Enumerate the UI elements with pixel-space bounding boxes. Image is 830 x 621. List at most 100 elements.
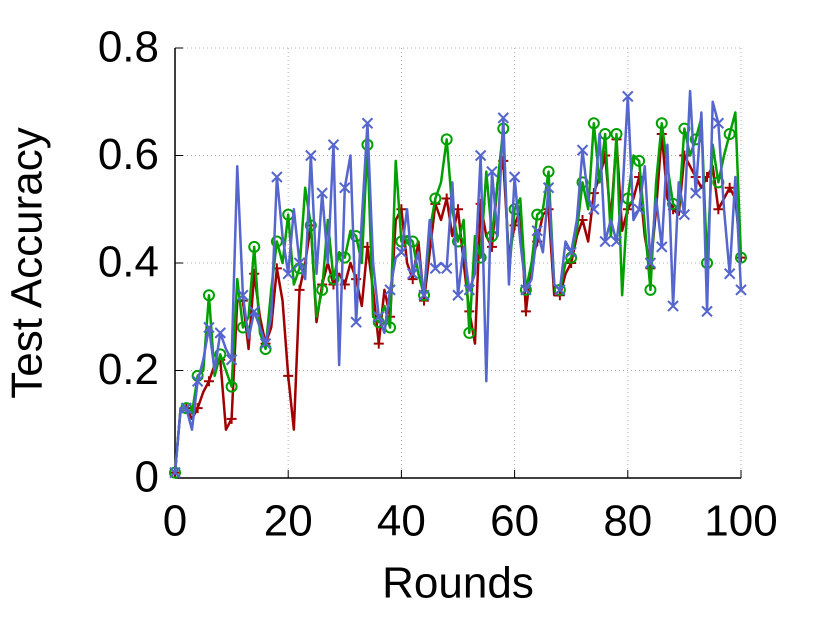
marker [395, 246, 408, 258]
marker [735, 284, 747, 296]
marker [463, 284, 476, 296]
marker [610, 235, 623, 248]
marker [316, 283, 329, 296]
marker [316, 187, 328, 199]
marker [644, 283, 657, 296]
marker [373, 311, 385, 323]
marker [225, 354, 238, 366]
marker [293, 257, 306, 269]
marker [656, 241, 668, 253]
marker [305, 149, 317, 162]
y-tick-label: 0.8 [98, 23, 159, 72]
marker [735, 251, 747, 264]
marker [474, 149, 487, 162]
marker [327, 273, 340, 286]
marker [180, 402, 193, 414]
marker [304, 219, 317, 232]
marker [248, 240, 261, 253]
marker [214, 348, 227, 361]
marker [407, 268, 419, 280]
x-tick-label: 40 [377, 497, 426, 546]
marker [429, 262, 442, 275]
y-tick-label: 0.6 [98, 130, 159, 179]
marker [520, 284, 532, 296]
marker [655, 117, 668, 130]
x-tick-label: 80 [603, 497, 652, 546]
marker [724, 182, 735, 193]
x-axis-label: Rounds [382, 559, 534, 608]
marker [406, 235, 419, 248]
marker [452, 289, 464, 301]
marker [486, 165, 498, 178]
marker [338, 251, 351, 264]
marker [339, 182, 351, 194]
marker [373, 338, 384, 349]
marker [588, 203, 600, 215]
marker [191, 375, 204, 387]
marker [225, 380, 238, 393]
x-tick-label: 60 [490, 497, 539, 546]
marker [214, 327, 226, 339]
marker [384, 284, 396, 296]
marker [248, 305, 260, 318]
marker [554, 284, 566, 296]
marker [723, 268, 736, 280]
marker [418, 289, 430, 301]
marker [259, 337, 272, 350]
marker [713, 204, 724, 215]
marker [283, 370, 294, 381]
marker [667, 300, 679, 312]
y-tick-label: 0.2 [98, 345, 159, 394]
marker [542, 182, 555, 194]
marker [203, 321, 215, 334]
marker [202, 289, 215, 302]
marker [508, 203, 521, 216]
marker [271, 171, 283, 183]
marker [701, 305, 713, 318]
marker [169, 466, 181, 479]
marker [463, 326, 476, 339]
marker [599, 235, 611, 248]
series-line [173, 89, 743, 473]
marker [497, 112, 509, 124]
marker [282, 268, 294, 280]
marker [723, 128, 736, 140]
marker [270, 235, 283, 248]
marker [712, 117, 725, 129]
marker [508, 171, 521, 183]
marker [350, 316, 362, 328]
marker [520, 306, 531, 317]
marker [237, 289, 249, 301]
marker [361, 117, 374, 129]
y-tick-label: 0 [135, 453, 159, 502]
y-axis-label: Test Accuracy [3, 127, 52, 398]
marker [644, 257, 657, 269]
marker [531, 225, 543, 237]
marker [486, 241, 497, 252]
marker [440, 262, 453, 275]
marker [452, 235, 464, 248]
x-tick-label: 100 [704, 497, 777, 546]
marker [565, 246, 577, 258]
x-tick-label: 20 [264, 497, 313, 546]
marker [226, 413, 237, 424]
marker [678, 208, 691, 221]
marker [633, 154, 646, 167]
marker [633, 203, 645, 215]
marker [429, 192, 442, 205]
marker [327, 139, 340, 151]
marker [441, 193, 452, 204]
marker [576, 144, 589, 156]
marker [294, 284, 305, 295]
marker [587, 117, 600, 130]
y-tick-label: 0.4 [98, 238, 159, 287]
marker [690, 187, 702, 199]
marker [542, 165, 555, 178]
marker [440, 133, 453, 146]
marker [531, 208, 544, 221]
marker [203, 376, 214, 387]
marker [610, 128, 623, 140]
x-tick-label: 0 [163, 497, 187, 546]
marker [407, 274, 418, 285]
